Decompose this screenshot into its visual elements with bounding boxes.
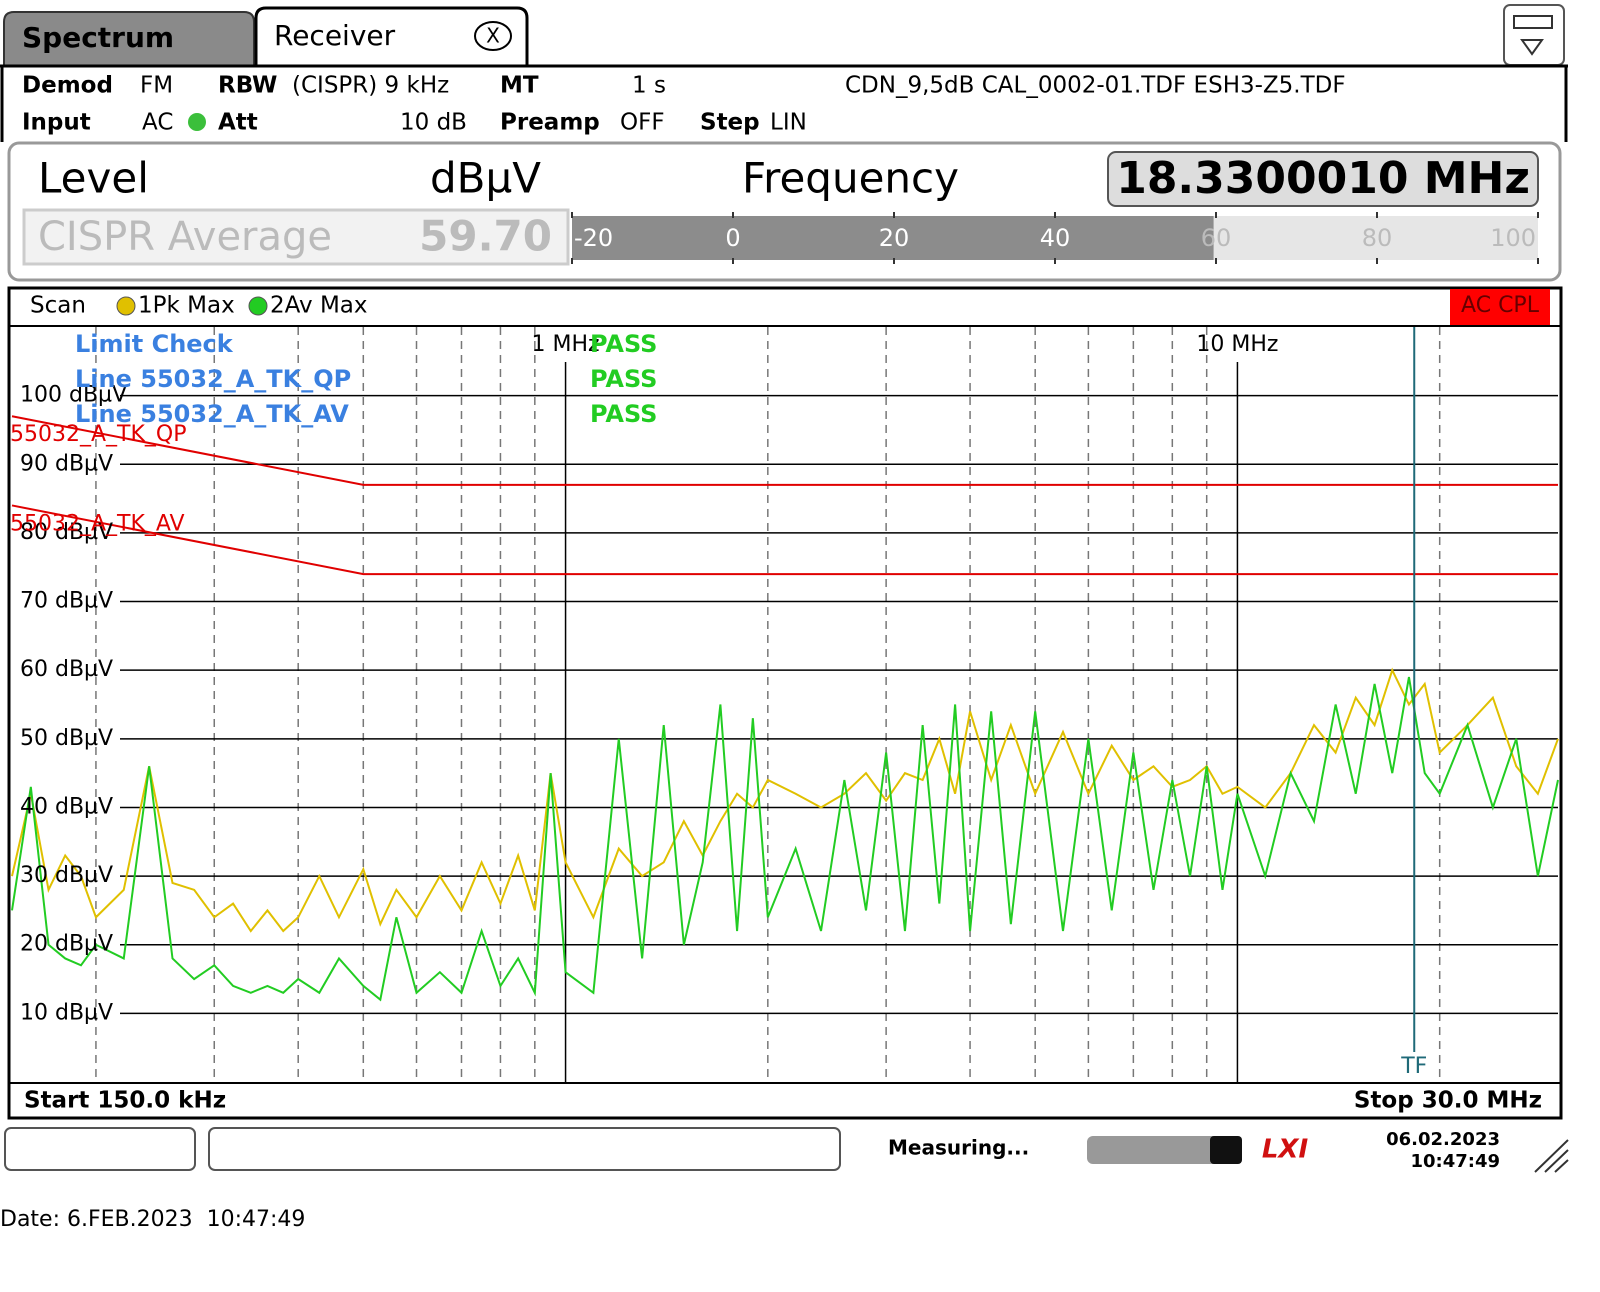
indicator (188, 113, 206, 131)
unit: dBµV (430, 154, 541, 203)
limit-line (11, 504, 1558, 576)
level-label: Level (38, 154, 149, 203)
status-box[interactable] (208, 1127, 841, 1171)
meter-tick-label: 100 (1490, 224, 1536, 252)
label: Step (700, 110, 760, 136)
time: 10:47:49 (1410, 1151, 1500, 1172)
label: Preamp (500, 110, 600, 136)
limit-line (11, 415, 1558, 486)
marker-label: TF (1400, 1054, 1427, 1079)
trace (11, 676, 1559, 1002)
y-tick-label: 40 dBµV (20, 794, 113, 819)
tab-label: Receiver (274, 19, 396, 52)
value: FM (140, 73, 173, 99)
close-button[interactable] (474, 21, 512, 51)
value: 10 dB (400, 110, 467, 136)
meter-tick-label: 20 (879, 224, 910, 252)
limit-check-line: Line 55032_A_TK_QP (75, 365, 351, 393)
y-tick-label: 100 dBµV (20, 383, 127, 408)
coupling: AC CPL (1461, 293, 1540, 318)
x-tick-label: 10 MHz (1196, 332, 1278, 357)
value: LIN (770, 110, 807, 136)
limit-result: PASS (590, 365, 657, 393)
label: Att (218, 110, 258, 136)
y-tick-label: 70 dBµV (20, 589, 113, 614)
legend-dot (116, 296, 136, 316)
plot: 1 MHz 10 MHz TF 10 dBµV 20 dBµV 30 dBµV 40 dBµ… (10, 327, 1559, 1082)
limit-result: PASS (590, 400, 657, 428)
meter-tick-label: -20 (574, 224, 613, 252)
legend-label: 2Av Max (270, 293, 368, 319)
value: AC (142, 110, 173, 136)
chart-frame (7, 286, 1563, 1120)
frequency-label: Frequency (742, 154, 959, 203)
y-tick-label: 10 dBµV (20, 1000, 113, 1025)
label: MT (500, 73, 539, 99)
legend-label: 1Pk Max (138, 293, 235, 319)
progress (1087, 1136, 1242, 1164)
detector-box (22, 208, 570, 266)
limit-label: 55032_A_TK_QP (10, 422, 186, 447)
meter-bar (572, 216, 1214, 260)
x-tick-label: 1 MHz (532, 332, 600, 357)
limit-check-title: Limit Check (75, 330, 234, 358)
y-tick-label: 30 dBµV (20, 863, 113, 888)
frequency: 18.3300010 MHz (1116, 153, 1530, 204)
menu-button[interactable] (1503, 4, 1565, 66)
meter-tick-label: 80 (1362, 224, 1393, 252)
stop: Stop 30.0 MHz (1354, 1088, 1542, 1114)
trace (11, 667, 1559, 933)
value: 1 s (632, 73, 666, 99)
limit-label: 55032_A_TK_AV (10, 511, 185, 536)
y-tick-label: 20 dBµV (20, 932, 113, 957)
detector: CISPR Average (38, 214, 332, 260)
label: RBW (218, 73, 277, 99)
y-tick-label: 60 dBµV (20, 657, 113, 682)
value: (CISPR) 9 kHz (292, 73, 449, 99)
status-box[interactable] (4, 1127, 196, 1171)
resize-grip (1534, 1139, 1569, 1173)
tab-spectrum[interactable] (3, 11, 255, 67)
logo: LXI (1262, 1135, 1309, 1165)
footer: Date: 6.FEB.2023 10:47:49 (0, 1207, 305, 1232)
y-tick-label: 50 dBµV (20, 726, 113, 751)
limit-result: PASS (590, 330, 657, 358)
progress-fill (1210, 1136, 1242, 1164)
icon (1513, 15, 1553, 29)
level-value: 59.70 (419, 212, 552, 261)
y-tick-label: 80 dBµV (20, 520, 113, 545)
state: Measuring... (888, 1136, 1029, 1160)
coupling-box (1450, 289, 1550, 325)
start: Start 150.0 kHz (24, 1088, 226, 1114)
meter-tick-label: 40 (1040, 224, 1071, 252)
y-tick-label: 90 dBµV (20, 451, 113, 476)
tab-label: Spectrum (22, 21, 174, 54)
frame (0, 64, 1568, 142)
settings: Demod FM RBW (CISPR) 9 kHz MT 1 s CDN_9,… (22, 73, 1346, 136)
scan-label: Scan (30, 293, 86, 319)
close-label: X (486, 24, 500, 48)
value: OFF (620, 110, 665, 136)
icon (1520, 39, 1544, 56)
meter-tick-label: 0 (725, 224, 740, 252)
limit-check-line: Line 55032_A_TK_AV (75, 400, 349, 428)
frequency-box[interactable] (1107, 151, 1539, 207)
legend-dot (248, 296, 268, 316)
value: CDN_9,5dB CAL_0002-01.TDF ESH3-Z5.TDF (845, 73, 1346, 99)
meter-tick-label: 60 (1201, 224, 1232, 252)
label: Input (22, 110, 91, 136)
label: Demod (22, 73, 113, 99)
tab-receiver[interactable] (254, 6, 529, 66)
level-meter: -20 0 20 40 60 80 100 (571, 212, 1539, 264)
date: 06.02.2023 (1386, 1129, 1500, 1150)
